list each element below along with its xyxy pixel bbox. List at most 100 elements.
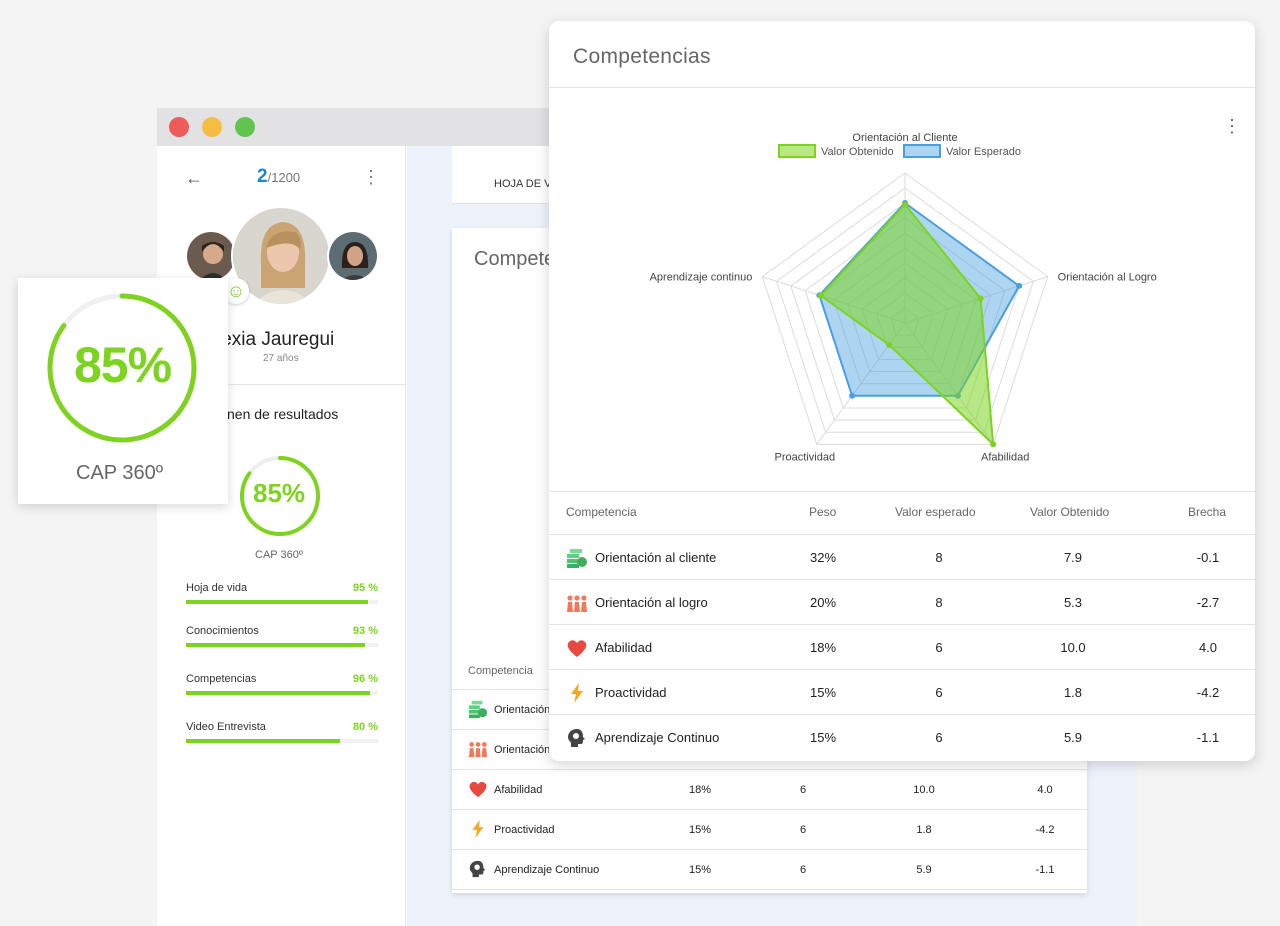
valor-esperado-cell: 6 bbox=[799, 864, 807, 876]
brecha-cell: -4.2 bbox=[1196, 685, 1220, 700]
result-bar-percent: 96 % bbox=[352, 673, 378, 685]
valor-esperado-cell: 6 bbox=[935, 685, 943, 700]
peso-cell: 32% bbox=[809, 550, 837, 565]
peso-cell: 15% bbox=[809, 730, 837, 745]
chart-legend[interactable]: Valor Obtenido Valor Esperado bbox=[778, 144, 1021, 158]
grid-ring bbox=[761, 172, 1049, 445]
valor-obtenido-cell: 5.3 bbox=[1063, 595, 1083, 610]
valor-esperado-cell: 6 bbox=[799, 784, 807, 796]
lightning-icon bbox=[566, 682, 588, 704]
divider bbox=[549, 491, 1255, 492]
valor-obtenido-cell: 1.8 bbox=[916, 824, 932, 836]
divider bbox=[157, 384, 406, 385]
brecha-cell: -4.2 bbox=[1035, 824, 1055, 836]
data-point bbox=[849, 392, 856, 399]
series-valor-obtenido bbox=[817, 201, 997, 448]
grid-ring bbox=[804, 217, 1006, 409]
heart-icon bbox=[566, 637, 588, 659]
valor-obtenido-cell: 10.0 bbox=[1060, 640, 1086, 655]
result-bar-label: Video Entrevista bbox=[186, 721, 266, 733]
grid-ring bbox=[776, 187, 1034, 433]
competencia-name: Aprendizaje Continuo bbox=[595, 730, 720, 745]
candidate-avatar bbox=[231, 206, 331, 306]
competencia-name: Proactividad bbox=[595, 685, 667, 700]
progress-fill bbox=[186, 643, 365, 647]
valor-esperado-cell: 8 bbox=[935, 595, 943, 610]
result-bar-label: Hoja de vida bbox=[186, 582, 248, 594]
result-bar-label: Competencias bbox=[186, 673, 257, 685]
result-bar-percent: 93 % bbox=[352, 625, 378, 637]
result-bar-video-entrevista: Video Entrevista 80 % bbox=[186, 721, 378, 751]
valor-obtenido-cell: 10.0 bbox=[913, 784, 935, 796]
data-point bbox=[886, 341, 893, 348]
result-bar-percent: 80 % bbox=[352, 721, 378, 733]
head-icon bbox=[468, 859, 488, 879]
counter-total: /1200 bbox=[267, 170, 301, 185]
maximize-window-button[interactable] bbox=[235, 117, 255, 137]
legend-swatch bbox=[778, 144, 816, 158]
table-row[interactable]: Afabilidad 18% 6 10.0 4.0 bbox=[452, 770, 1087, 810]
valor-esperado-cell: 6 bbox=[935, 730, 943, 745]
team-icon bbox=[566, 592, 588, 614]
data-point bbox=[977, 295, 984, 302]
peso-cell: 15% bbox=[688, 864, 712, 876]
table-row[interactable]: Proactividad 15% 6 1.8 -4.2 bbox=[549, 669, 1255, 714]
results-summary-title: nen de resultados bbox=[227, 406, 339, 422]
axis-label: Proactividad bbox=[775, 451, 836, 463]
competencia-name: Orientación al logro bbox=[595, 595, 708, 610]
valor-esperado-cell: 6 bbox=[935, 640, 943, 655]
brecha-cell: 4.0 bbox=[1037, 784, 1053, 796]
column-header-valor-esperado: Valor esperado bbox=[895, 505, 976, 519]
close-window-button[interactable] bbox=[169, 117, 189, 137]
table-row[interactable]: Afabilidad 18% 6 10.0 4.0 bbox=[549, 624, 1255, 669]
competencia-name: Proactividad bbox=[494, 824, 555, 836]
valor-obtenido-cell: 5.9 bbox=[916, 864, 932, 876]
column-header-valor-obtenido: Valor Obtenido bbox=[1030, 505, 1110, 519]
head-icon bbox=[566, 727, 588, 749]
column-header-brecha: Brecha bbox=[1188, 505, 1227, 519]
score-ring bbox=[47, 293, 197, 443]
axis-label: Orientación al Cliente bbox=[852, 132, 957, 144]
column-header-peso: Peso bbox=[809, 505, 837, 519]
tab-hoja-de-vida[interactable]: HOJA DE V bbox=[494, 178, 552, 190]
valor-esperado-cell: 8 bbox=[935, 550, 943, 565]
competencias-card: Competencias Orientación al Cliente Orien… bbox=[549, 21, 1255, 761]
candidate-profile-panel: ← 2/1200 ⋮ ☺ lexia Jauregui 27 años nen … bbox=[157, 146, 406, 926]
progress-track bbox=[186, 600, 378, 604]
competencias-title: Competencias bbox=[573, 45, 711, 68]
progress-fill bbox=[186, 691, 371, 695]
brecha-cell: 4.0 bbox=[1198, 640, 1218, 655]
divider bbox=[549, 87, 1255, 88]
money-icon bbox=[566, 547, 588, 569]
result-bar-conocimientos: Conocimientos 93 % bbox=[186, 625, 378, 655]
table-row[interactable]: Proactividad 15% 6 1.8 -4.2 bbox=[452, 810, 1087, 850]
score-card: 85% CAP 360º bbox=[18, 278, 228, 504]
table-row[interactable]: Aprendizaje Continuo 15% 6 5.9 -1.1 bbox=[549, 714, 1255, 759]
table-row[interactable]: Orientación al cliente 32% 8 7.9 -0.1 bbox=[549, 534, 1255, 579]
progress-track bbox=[186, 643, 378, 647]
brecha-cell: -1.1 bbox=[1196, 730, 1220, 745]
previous-candidate-avatar[interactable] bbox=[185, 230, 237, 282]
axis-label: Aprendizaje continuo bbox=[650, 272, 753, 284]
axis-label: Afabilidad bbox=[981, 451, 1029, 463]
minimize-window-button[interactable] bbox=[202, 117, 222, 137]
competencia-name: Orientación al cliente bbox=[595, 550, 717, 565]
peso-cell: 18% bbox=[809, 640, 837, 655]
valor-obtenido-cell: 7.9 bbox=[1063, 550, 1083, 565]
small-score-ring bbox=[240, 456, 320, 536]
result-bar-hoja-de-vida: Hoja de vida 95 % bbox=[186, 582, 378, 612]
table-row[interactable]: Orientación bbox=[452, 730, 1087, 770]
more-options-icon[interactable]: ⋮ bbox=[362, 167, 380, 187]
data-point bbox=[990, 441, 997, 448]
chart-options-icon[interactable]: ⋮ bbox=[1223, 116, 1241, 136]
money-icon bbox=[468, 699, 488, 719]
peso-cell: 18% bbox=[688, 784, 712, 796]
valor-obtenido-cell: 1.8 bbox=[1063, 685, 1083, 700]
counter-current: 2 bbox=[257, 166, 268, 187]
next-candidate-avatar[interactable] bbox=[327, 230, 379, 282]
column-header-competencia: Competencia bbox=[468, 665, 533, 677]
heart-icon bbox=[468, 779, 488, 799]
table-row[interactable]: Orientación al logro 20% 8 5.3 -2.7 bbox=[549, 579, 1255, 624]
table-row[interactable]: Aprendizaje Continuo 15% 6 5.9 -1.1 bbox=[452, 850, 1087, 890]
back-arrow-icon[interactable]: ← bbox=[185, 168, 203, 188]
